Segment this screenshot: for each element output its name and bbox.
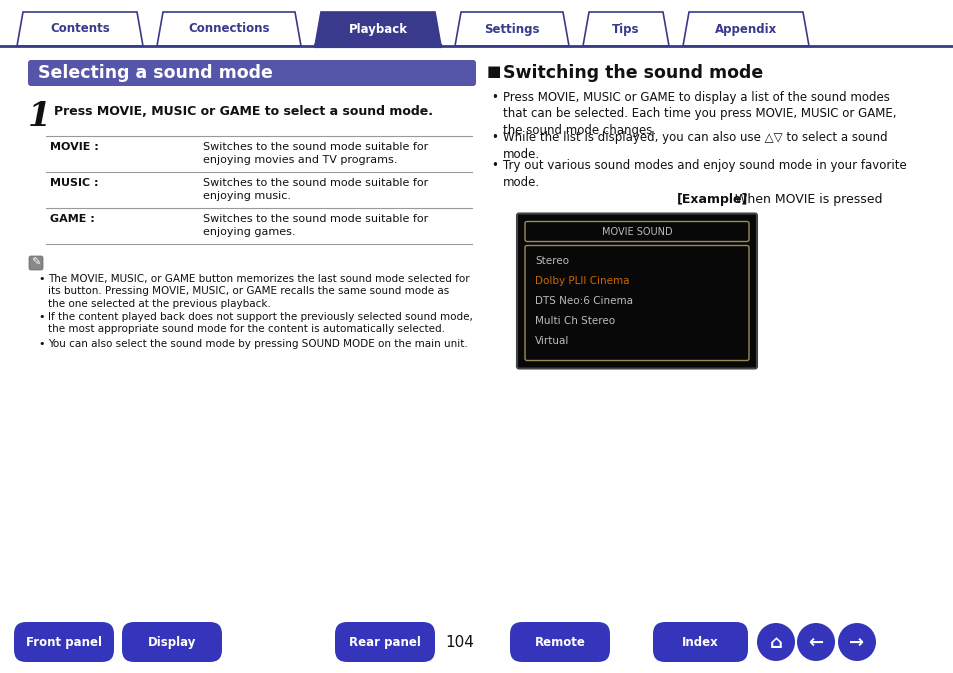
Text: Press MOVIE, MUSIC or GAME to display a list of the sound modes
that can be sele: Press MOVIE, MUSIC or GAME to display a …: [502, 91, 896, 137]
Text: •: •: [38, 274, 45, 284]
Circle shape: [837, 623, 875, 661]
Text: Press MOVIE, MUSIC or GAME to select a sound mode.: Press MOVIE, MUSIC or GAME to select a s…: [54, 105, 433, 118]
Text: Display: Display: [148, 636, 196, 649]
Text: •: •: [38, 312, 45, 322]
Text: Stereo: Stereo: [535, 256, 568, 266]
Text: DTS Neo:6 Cinema: DTS Neo:6 Cinema: [535, 295, 633, 306]
Text: Connections: Connections: [188, 22, 270, 36]
Text: Dolby PLII Cinema: Dolby PLII Cinema: [535, 275, 629, 285]
FancyBboxPatch shape: [510, 622, 609, 662]
FancyBboxPatch shape: [524, 221, 748, 242]
FancyBboxPatch shape: [29, 256, 43, 270]
Text: Try out various sound modes and enjoy sound mode in your favorite
mode.: Try out various sound modes and enjoy so…: [502, 160, 905, 189]
Text: Tips: Tips: [612, 22, 639, 36]
Text: Switches to the sound mode suitable for
enjoying music.: Switches to the sound mode suitable for …: [203, 178, 428, 201]
Polygon shape: [455, 12, 568, 46]
Text: Switching the sound mode: Switching the sound mode: [502, 64, 762, 82]
FancyBboxPatch shape: [517, 213, 757, 369]
Text: Switches to the sound mode suitable for
enjoying movies and TV programs.: Switches to the sound mode suitable for …: [203, 142, 428, 165]
FancyBboxPatch shape: [14, 622, 113, 662]
Text: Settings: Settings: [484, 22, 539, 36]
FancyBboxPatch shape: [122, 622, 222, 662]
Text: MUSIC :: MUSIC :: [50, 178, 98, 188]
Text: •: •: [491, 91, 497, 104]
Text: Remote: Remote: [534, 636, 585, 649]
Text: Switches to the sound mode suitable for
enjoying games.: Switches to the sound mode suitable for …: [203, 214, 428, 237]
Polygon shape: [17, 12, 143, 46]
Polygon shape: [582, 12, 668, 46]
Circle shape: [796, 623, 834, 661]
FancyBboxPatch shape: [524, 246, 748, 361]
Text: ■: ■: [486, 64, 501, 79]
Circle shape: [757, 623, 794, 661]
Text: 104: 104: [445, 635, 474, 650]
Text: •: •: [491, 131, 497, 145]
Text: Virtual: Virtual: [535, 336, 569, 345]
Text: •: •: [38, 339, 45, 349]
Text: You can also select the sound mode by pressing SOUND MODE on the main unit.: You can also select the sound mode by pr…: [48, 339, 467, 349]
Text: Selecting a sound mode: Selecting a sound mode: [38, 65, 273, 83]
Text: The MOVIE, MUSIC, or GAME button memorizes the last sound mode selected for
its : The MOVIE, MUSIC, or GAME button memoriz…: [48, 274, 469, 309]
Polygon shape: [682, 12, 808, 46]
Text: When MOVIE is pressed: When MOVIE is pressed: [730, 194, 882, 207]
Text: Multi Ch Stereo: Multi Ch Stereo: [535, 316, 615, 326]
Text: MOVIE SOUND: MOVIE SOUND: [601, 227, 672, 237]
Text: Front panel: Front panel: [26, 636, 102, 649]
Text: •: •: [491, 160, 497, 172]
FancyBboxPatch shape: [652, 622, 747, 662]
Text: While the list is displayed, you can also use △▽ to select a sound
mode.: While the list is displayed, you can als…: [502, 131, 886, 161]
Text: ←: ←: [807, 634, 822, 652]
Text: [Example]: [Example]: [677, 194, 747, 207]
FancyBboxPatch shape: [28, 60, 476, 86]
Text: Contents: Contents: [51, 22, 110, 36]
Text: Playback: Playback: [348, 22, 407, 36]
Text: If the content played back does not support the previously selected sound mode,
: If the content played back does not supp…: [48, 312, 473, 334]
Text: Rear panel: Rear panel: [349, 636, 420, 649]
Polygon shape: [314, 12, 440, 46]
Text: Index: Index: [681, 636, 719, 649]
Polygon shape: [157, 12, 301, 46]
Text: ✎: ✎: [31, 258, 41, 268]
FancyBboxPatch shape: [335, 622, 435, 662]
Text: GAME :: GAME :: [50, 214, 94, 224]
Text: Appendix: Appendix: [714, 22, 777, 36]
Text: MOVIE :: MOVIE :: [50, 142, 99, 152]
Text: ⌂: ⌂: [769, 634, 781, 652]
Text: →: →: [848, 634, 863, 652]
Text: 1: 1: [28, 100, 51, 133]
